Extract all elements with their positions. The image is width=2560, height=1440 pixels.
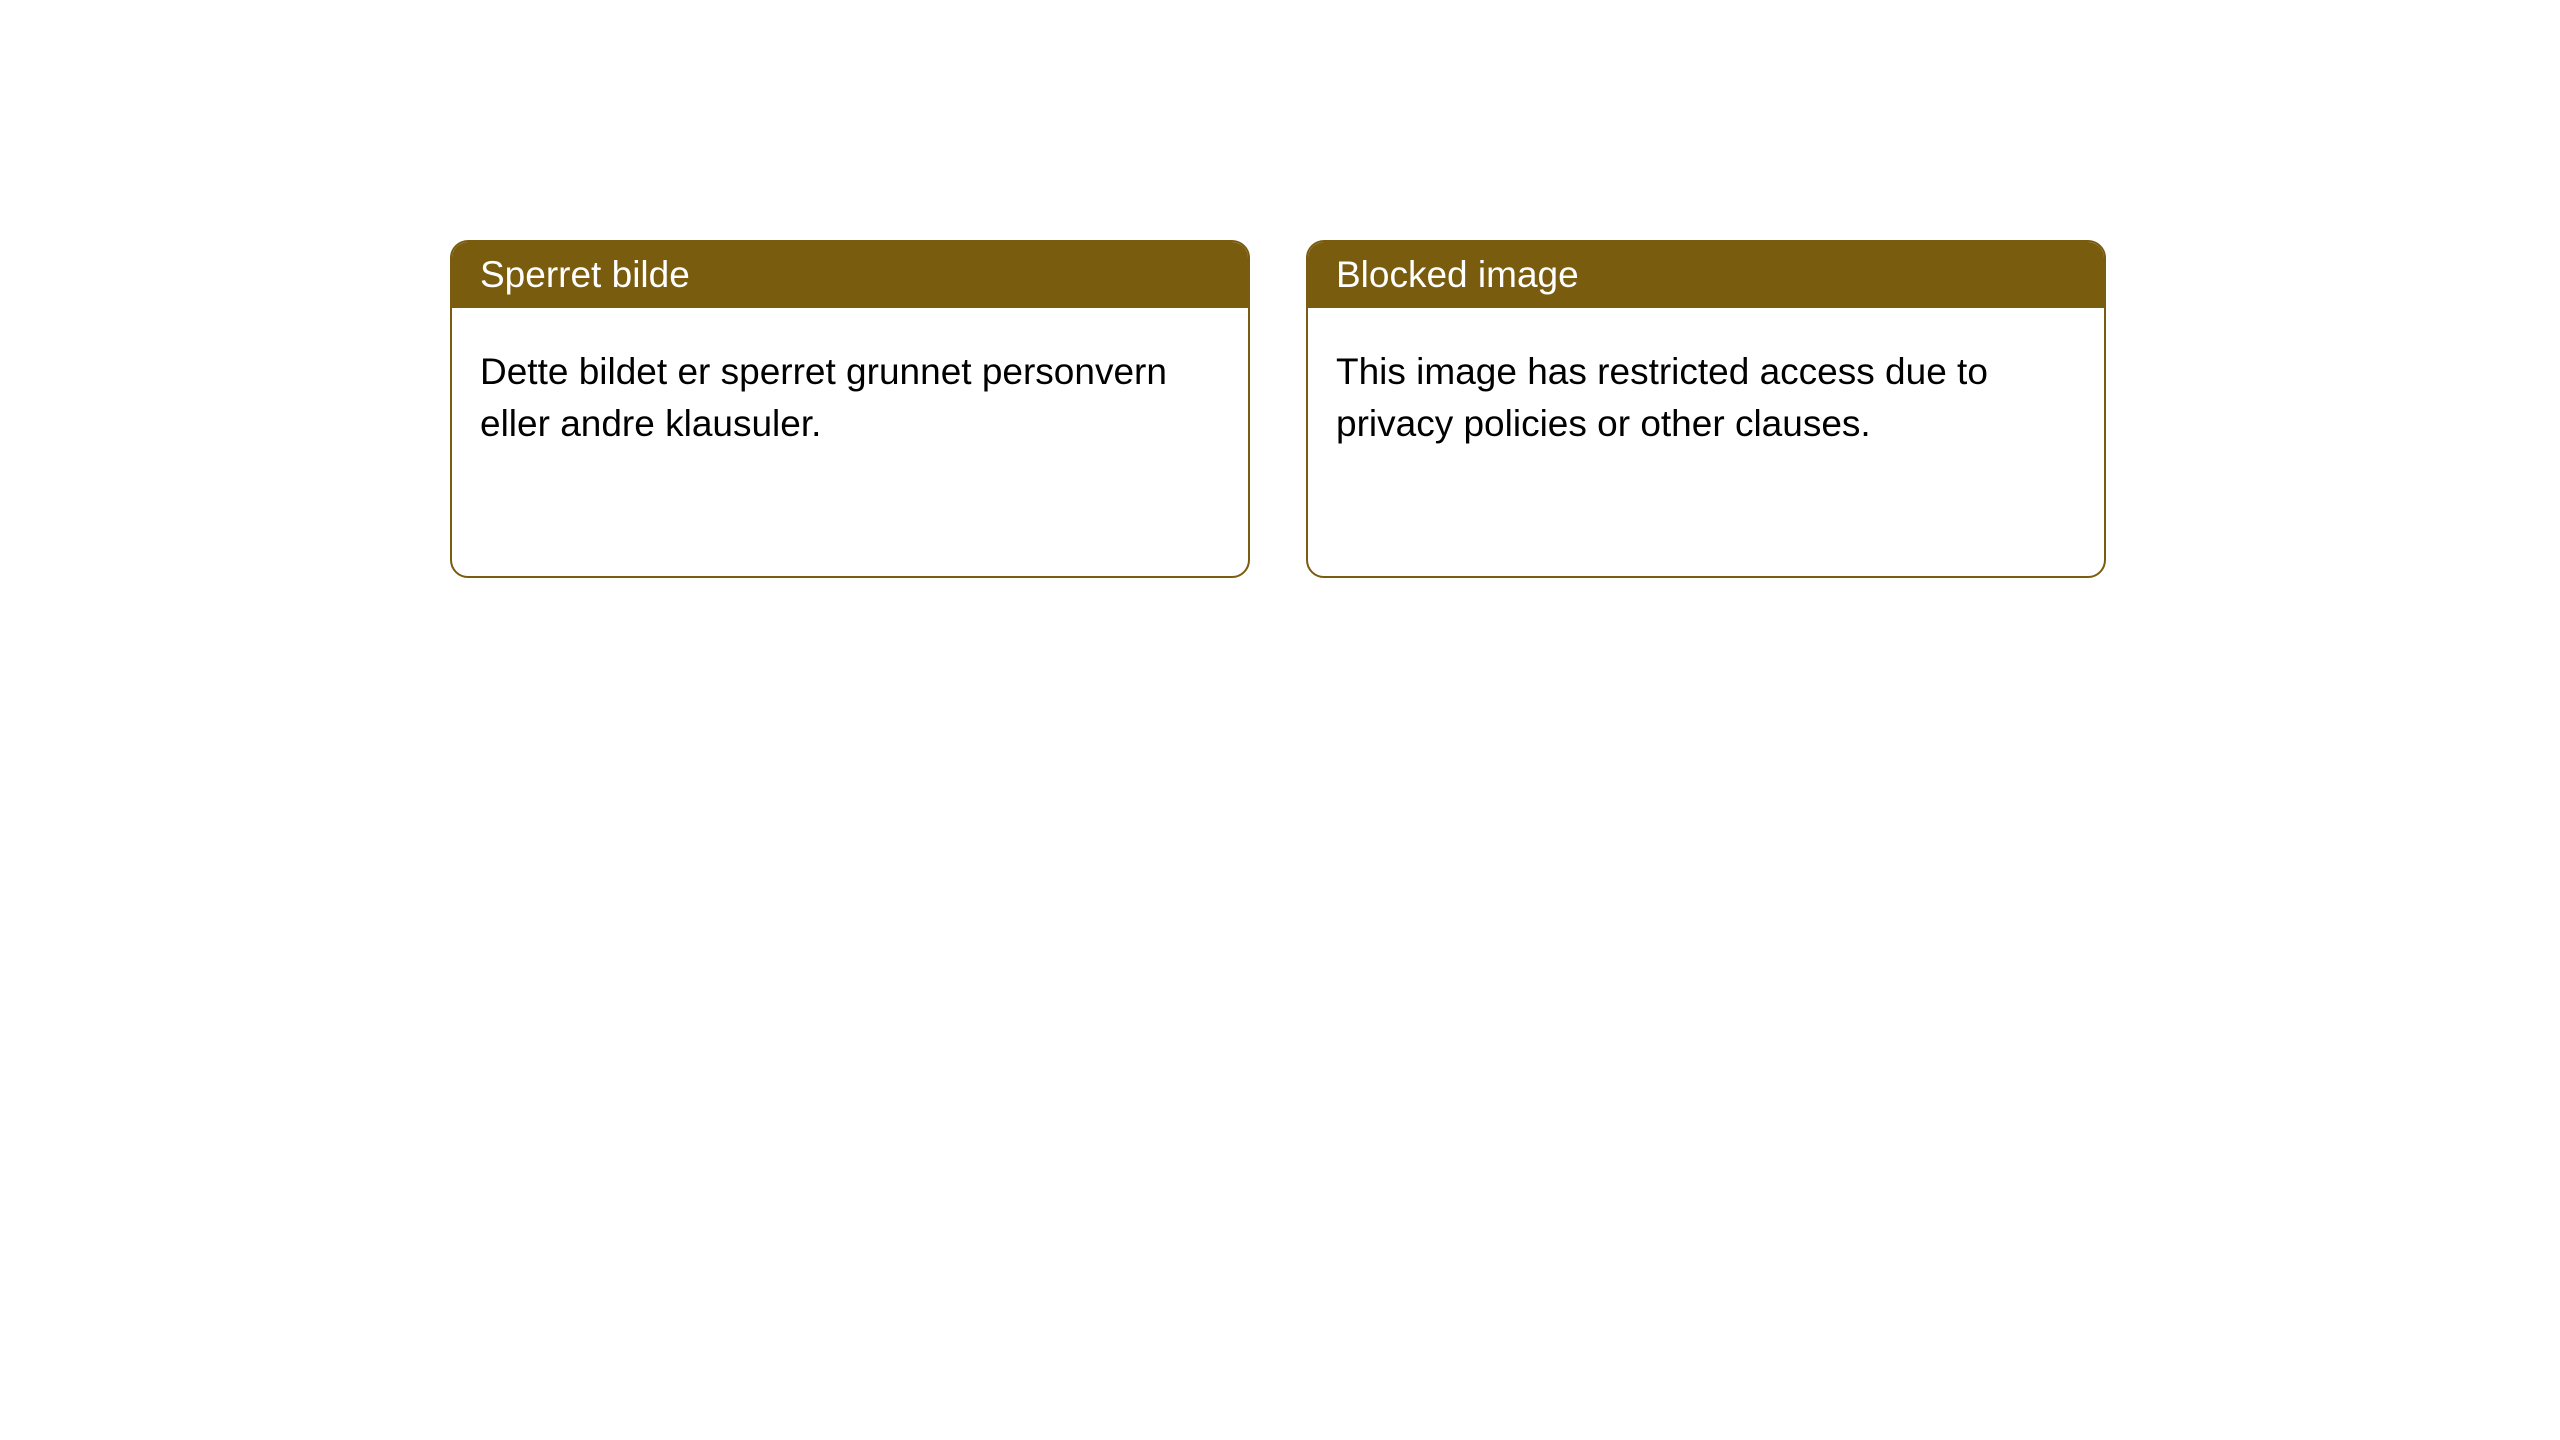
notice-card-english: Blocked image This image has restricted … [1306, 240, 2106, 578]
card-body: Dette bildet er sperret grunnet personve… [452, 308, 1248, 488]
notice-cards-container: Sperret bilde Dette bildet er sperret gr… [0, 0, 2560, 578]
card-header: Blocked image [1308, 242, 2104, 308]
card-header: Sperret bilde [452, 242, 1248, 308]
card-title: Sperret bilde [480, 254, 690, 295]
card-body: This image has restricted access due to … [1308, 308, 2104, 488]
card-title: Blocked image [1336, 254, 1579, 295]
card-body-text: Dette bildet er sperret grunnet personve… [480, 351, 1167, 444]
notice-card-norwegian: Sperret bilde Dette bildet er sperret gr… [450, 240, 1250, 578]
card-body-text: This image has restricted access due to … [1336, 351, 1988, 444]
